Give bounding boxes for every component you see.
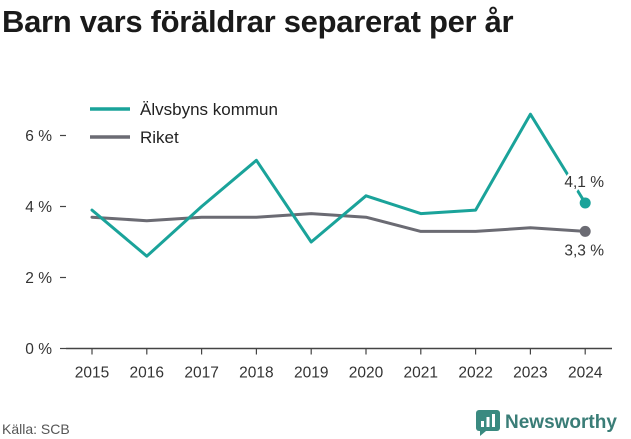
x-tick-label: 2015 [75, 365, 109, 382]
y-tick-label: 6 % [25, 128, 52, 145]
series-line-riket [90, 212, 587, 233]
x-tick-label: 2017 [184, 365, 218, 382]
legend-label: Riket [140, 128, 179, 147]
x-tick-label: 2019 [294, 365, 328, 382]
x-tick-label: 2024 [568, 365, 603, 382]
chart-title: Barn vars föräldrar separerat per år [2, 4, 514, 39]
x-tick-label: 2021 [404, 365, 438, 382]
y-tick-label: 4 % [25, 199, 52, 216]
x-tick-label: 2018 [239, 365, 273, 382]
series-end-label: 4,1 % [564, 174, 604, 191]
newsworthy-brand[interactable]: Newsworthy [476, 410, 617, 436]
y-tick-label: 0 % [25, 341, 52, 358]
legend-label: Älvsbyns kommun [140, 100, 278, 119]
series-end-point [579, 197, 591, 209]
y-tick-label: 2 % [25, 270, 52, 287]
newsworthy-logo-icon [476, 410, 500, 436]
brand-name: Newsworthy [505, 412, 617, 433]
series-line-alvsbyn [90, 112, 587, 258]
x-tick-label: 2016 [130, 365, 164, 382]
source-label: Källa: SCB [2, 421, 70, 437]
x-tick-label: 2022 [458, 365, 492, 382]
series-end-point [579, 225, 591, 237]
series-end-label: 3,3 % [564, 242, 604, 259]
x-tick-label: 2023 [513, 365, 547, 382]
x-tick-label: 2020 [349, 365, 384, 382]
